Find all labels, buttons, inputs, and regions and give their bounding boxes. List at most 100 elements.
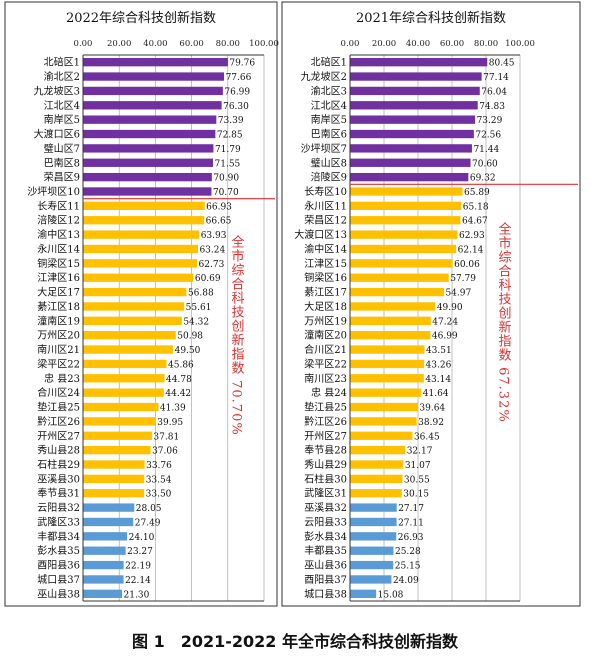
bar <box>83 144 214 153</box>
category-label: 荣昌区9 <box>44 172 80 184</box>
category-label: 垫江县25 <box>304 401 347 414</box>
bar <box>350 72 482 81</box>
data-label: 76.04 <box>481 87 507 97</box>
category-label: 秀山县29 <box>304 459 347 471</box>
bar <box>350 187 463 196</box>
bar <box>83 58 228 67</box>
data-label: 54.32 <box>183 317 209 327</box>
x-tick-label: 80.00 <box>474 39 498 49</box>
category-label: 北碚区1 <box>311 56 347 69</box>
data-label: 73.39 <box>218 116 244 126</box>
category-label: 丰都县34 <box>37 530 80 543</box>
bar <box>83 172 212 182</box>
category-label: 巴南区6 <box>311 128 347 141</box>
bar <box>350 417 417 426</box>
figure-caption: 图 1 2021-2022 年全市综合科技创新指数 <box>132 632 458 651</box>
bar <box>350 388 422 397</box>
category-label: 垫江县25 <box>37 401 80 414</box>
bar <box>350 474 403 484</box>
data-label: 63.93 <box>201 231 227 241</box>
category-label: 巴南区8 <box>44 156 80 169</box>
category-label: 云阳县32 <box>37 502 80 514</box>
bar <box>350 374 424 383</box>
data-label: 41.64 <box>423 389 449 399</box>
bar <box>83 316 182 325</box>
bar <box>350 532 397 541</box>
bar <box>350 445 406 455</box>
data-label: 27.17 <box>398 504 424 514</box>
data-label: 31.07 <box>405 461 431 471</box>
bar <box>83 216 205 225</box>
bar <box>350 244 457 254</box>
category-label: 合川区21 <box>304 343 347 356</box>
bar <box>350 273 449 282</box>
x-tick-label: 60.00 <box>179 39 203 49</box>
bar <box>83 417 156 426</box>
bar <box>83 115 217 124</box>
x-tick-label: 40.00 <box>406 39 430 49</box>
chart-panel-1: 2022年综合科技创新指数 0.00 20.00 40.00 60.00 80.00 100… <box>4 1 279 607</box>
category-label: 万州区19 <box>304 315 347 327</box>
category-label: 九龙坡区3 <box>34 84 80 97</box>
data-label: 69.32 <box>470 174 496 184</box>
x-tick-label: 20.00 <box>372 39 396 49</box>
bar <box>350 431 413 440</box>
data-label: 23.27 <box>127 547 153 557</box>
category-label: 江津区16 <box>37 272 80 284</box>
data-label: 39.95 <box>157 418 183 428</box>
bar <box>83 259 198 268</box>
category-label: 潼南区19 <box>37 314 80 327</box>
bar <box>83 575 124 584</box>
reference-label: 全市综合科技创新指数 70.70% <box>229 234 245 435</box>
bar <box>350 575 392 584</box>
category-label: 梁平区22 <box>37 357 80 370</box>
bar <box>350 172 469 182</box>
bar <box>350 115 476 124</box>
data-label: 15.08 <box>378 590 404 600</box>
data-label: 43.14 <box>425 375 451 385</box>
data-label: 44.42 <box>165 389 191 399</box>
x-tick-label: 0.00 <box>74 39 93 49</box>
data-label: 79.76 <box>229 59 255 69</box>
data-label: 71.55 <box>215 159 241 169</box>
bar <box>83 460 145 469</box>
category-label: 大渡口区6 <box>34 128 80 141</box>
bar <box>350 101 478 110</box>
category-label: 黔江区26 <box>304 415 347 428</box>
category-label: 璧山区7 <box>44 142 80 155</box>
data-label: 37.81 <box>153 432 179 442</box>
category-label: 长寿区10 <box>304 185 347 198</box>
category-label: 秀山县28 <box>37 445 80 457</box>
data-label: 25.15 <box>395 562 421 572</box>
bar <box>83 345 174 354</box>
data-label: 72.85 <box>217 131 243 141</box>
data-label: 22.19 <box>125 562 151 572</box>
data-label: 64.67 <box>462 217 488 227</box>
bar <box>350 129 474 139</box>
category-label: 石柱县29 <box>37 458 80 471</box>
data-label: 24.09 <box>393 576 419 586</box>
data-label: 56.88 <box>188 289 214 299</box>
panel-frame <box>4 1 278 607</box>
bar <box>350 158 471 167</box>
bar <box>83 72 225 81</box>
data-label: 39.64 <box>419 404 445 414</box>
data-label: 26.93 <box>398 533 424 543</box>
category-label: 璧山区8 <box>311 156 347 169</box>
bar <box>350 359 425 369</box>
x-tick-label: 60.00 <box>440 39 464 49</box>
bar <box>83 402 159 412</box>
bar <box>83 532 128 541</box>
data-label: 49.50 <box>175 346 201 356</box>
category-label: 巫山县36 <box>304 560 347 572</box>
chart-title: 2021年综合科技创新指数 <box>356 10 506 26</box>
data-label: 66.65 <box>206 217 232 227</box>
category-label: 酉阳县37 <box>304 574 347 586</box>
bar <box>350 302 436 311</box>
panel-frame <box>281 1 581 607</box>
category-label: 綦江区17 <box>304 286 347 299</box>
data-label: 36.45 <box>414 432 440 442</box>
category-label: 涪陵区12 <box>37 214 80 227</box>
category-label: 沙坪坝区10 <box>27 185 80 198</box>
